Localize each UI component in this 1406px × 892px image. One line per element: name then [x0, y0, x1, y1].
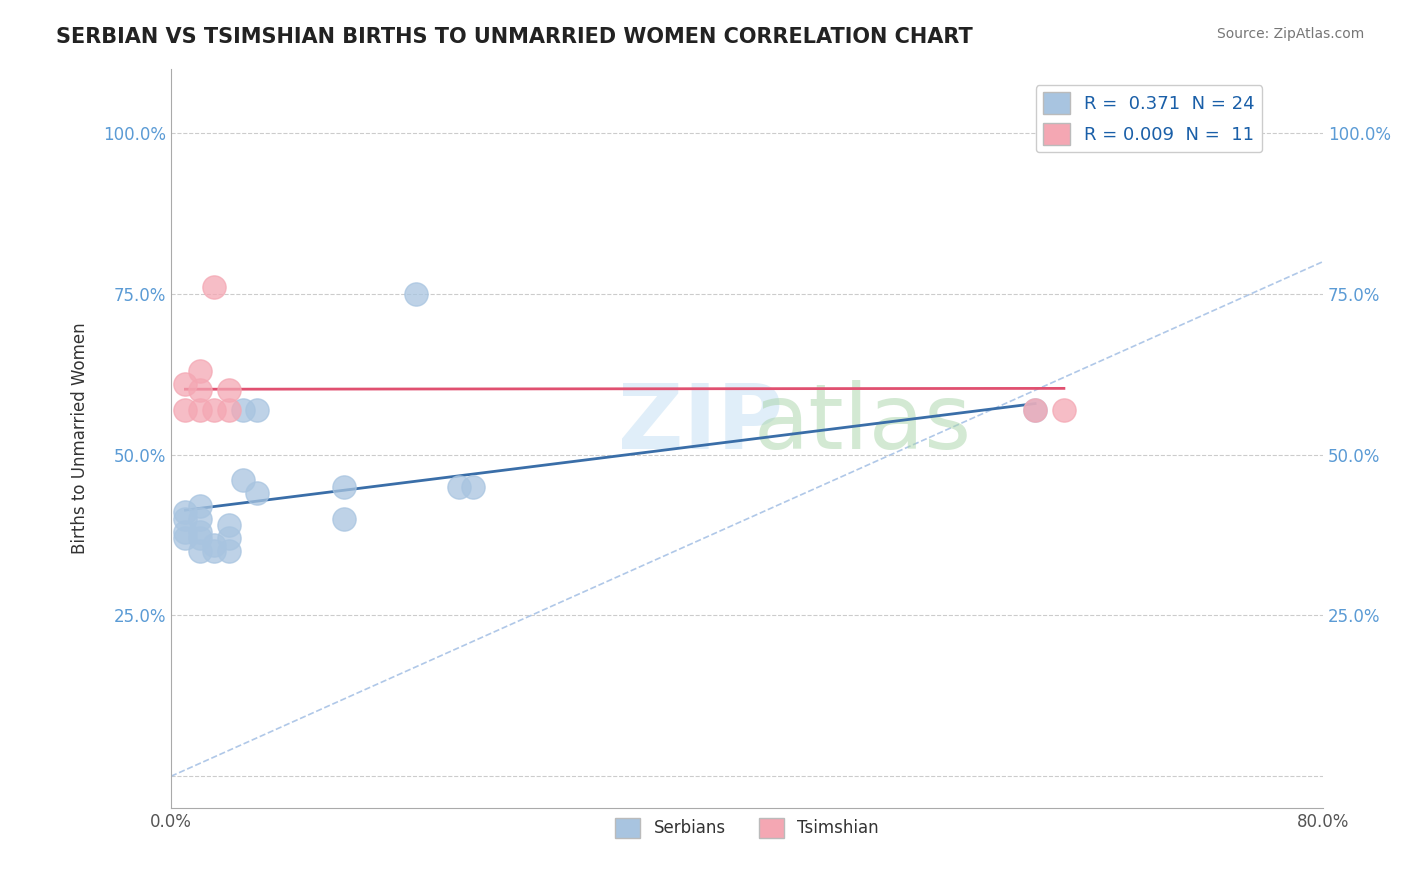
Point [1053, 402, 1076, 417]
Point [1024, 402, 1046, 417]
Point [218, 544, 240, 558]
Point [218, 383, 240, 397]
Text: ZIP: ZIP [619, 380, 783, 467]
Legend: Serbians, Tsimshian: Serbians, Tsimshian [609, 811, 886, 845]
Point [202, 544, 225, 558]
Point [188, 531, 211, 545]
Point [174, 512, 197, 526]
Point [188, 383, 211, 397]
Point [188, 402, 211, 417]
Point [188, 364, 211, 378]
Point [202, 280, 225, 294]
Point [174, 506, 197, 520]
Point [333, 512, 356, 526]
Point [174, 402, 197, 417]
Point [202, 402, 225, 417]
Point [202, 538, 225, 552]
Point [188, 544, 211, 558]
Point [246, 486, 269, 500]
Point [218, 518, 240, 533]
Point [232, 473, 254, 487]
Point [218, 531, 240, 545]
Point [1024, 402, 1046, 417]
Point [246, 402, 269, 417]
Point [218, 402, 240, 417]
Point [174, 376, 197, 391]
Point [174, 524, 197, 539]
Text: atlas: atlas [754, 380, 972, 467]
Point [188, 512, 211, 526]
Point [333, 480, 356, 494]
Text: SERBIAN VS TSIMSHIAN BIRTHS TO UNMARRIED WOMEN CORRELATION CHART: SERBIAN VS TSIMSHIAN BIRTHS TO UNMARRIED… [56, 27, 973, 46]
Point [405, 286, 427, 301]
Point [188, 524, 211, 539]
Point [447, 480, 470, 494]
Text: Source: ZipAtlas.com: Source: ZipAtlas.com [1216, 27, 1364, 41]
Point [174, 531, 197, 545]
Point [463, 480, 485, 494]
Y-axis label: Births to Unmarried Women: Births to Unmarried Women [72, 323, 89, 554]
Point [232, 402, 254, 417]
Point [188, 499, 211, 513]
